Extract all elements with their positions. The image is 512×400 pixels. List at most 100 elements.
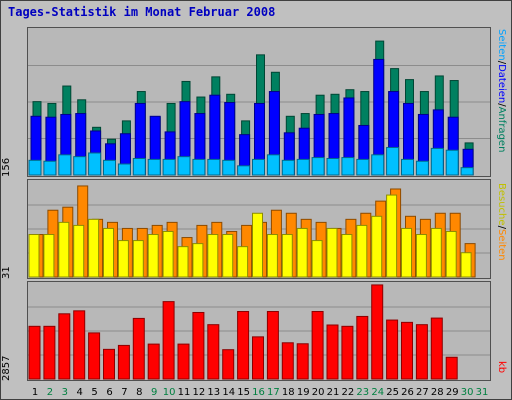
bar-middle-besuche-day-3 bbox=[58, 221, 70, 278]
day-label-15: 15 bbox=[237, 387, 250, 398]
bar-top-seiten-day-26 bbox=[401, 158, 414, 176]
bar-top-seiten-day-1 bbox=[28, 159, 42, 176]
day-label-14: 14 bbox=[222, 387, 235, 398]
bar-top-seiten-day-9 bbox=[147, 158, 161, 176]
bar-top-seiten-day-16 bbox=[252, 158, 265, 176]
bar-bottom-kb-day-26 bbox=[401, 321, 413, 380]
bar-middle-besuche-day-15 bbox=[237, 246, 249, 278]
bar-top-seiten-day-13 bbox=[207, 158, 221, 176]
bar-middle-besuche-day-30 bbox=[460, 252, 472, 278]
bar-middle-besuche-day-16 bbox=[252, 212, 263, 278]
bar-top-seiten-day-14 bbox=[222, 159, 236, 176]
bar-middle-besuche-day-11 bbox=[177, 246, 189, 278]
bar-bottom-kb-day-16 bbox=[252, 336, 264, 380]
day-label-19: 19 bbox=[297, 387, 310, 398]
bar-middle-besuche-day-25 bbox=[386, 194, 398, 278]
bar-bottom-kb-day-22 bbox=[341, 325, 354, 380]
bar-bottom-kb-day-27 bbox=[415, 324, 428, 380]
bar-top-seiten-day-18 bbox=[281, 159, 295, 176]
day-label-6: 6 bbox=[106, 387, 112, 398]
day-label-20: 20 bbox=[312, 387, 325, 398]
bar-middle-besuche-day-7 bbox=[117, 240, 129, 278]
day-label-27: 27 bbox=[416, 387, 429, 398]
legend-middle: Besuche/Seiten bbox=[496, 183, 507, 261]
bar-bottom-kb-day-3 bbox=[58, 313, 71, 380]
bar-top-seiten-day-19 bbox=[296, 158, 310, 176]
day-label-9: 9 bbox=[151, 387, 157, 398]
day-label-24: 24 bbox=[371, 387, 384, 398]
bar-middle-besuche-day-28 bbox=[430, 227, 442, 278]
bar-bottom-kb-day-2 bbox=[43, 325, 56, 380]
legend-anfragen: Anfragen bbox=[496, 106, 507, 153]
bar-bottom-kb-day-9 bbox=[147, 343, 160, 380]
bar-bottom-kb-day-1 bbox=[28, 325, 41, 380]
bar-bottom-kb-day-21 bbox=[326, 324, 339, 380]
bar-bottom-kb-day-14 bbox=[222, 349, 235, 380]
bar-bottom-kb-day-13 bbox=[207, 324, 220, 380]
bar-top-seiten-day-23 bbox=[356, 158, 370, 176]
day-label-2: 2 bbox=[47, 387, 53, 398]
bar-top-seiten-day-25 bbox=[386, 146, 400, 176]
day-label-31: 31 bbox=[476, 387, 489, 398]
day-label-7: 7 bbox=[121, 387, 127, 398]
legend-dateien: Dateien bbox=[496, 64, 507, 104]
bar-middle-besuche-day-10 bbox=[162, 230, 174, 278]
legend-seiten: Seiten bbox=[496, 29, 507, 61]
bar-middle-besuche-day-4 bbox=[73, 224, 85, 278]
bar-bottom-kb-day-11 bbox=[177, 343, 190, 380]
day-label-22: 22 bbox=[342, 387, 355, 398]
bar-bottom-kb-day-12 bbox=[192, 311, 205, 380]
bar-top-seiten-day-30 bbox=[460, 167, 474, 176]
day-label-21: 21 bbox=[327, 387, 340, 398]
bar-top-seiten-day-17 bbox=[266, 154, 280, 176]
bar-bottom-kb-day-17 bbox=[266, 310, 279, 380]
bar-bottom-kb-day-19 bbox=[296, 343, 309, 380]
bar-bottom-kb-day-25 bbox=[386, 319, 399, 380]
bar-top-seiten-day-10 bbox=[162, 158, 176, 176]
bar-middle-besuche-day-21 bbox=[326, 227, 338, 278]
legend-seiten-mid: Seiten bbox=[496, 228, 507, 261]
legend-kb: kb bbox=[496, 361, 507, 374]
bar-bottom-kb-day-20 bbox=[311, 310, 324, 380]
bar-middle-besuche-day-13 bbox=[207, 234, 219, 278]
bar-bottom-kb-day-8 bbox=[132, 317, 145, 380]
bar-middle-besuche-day-23 bbox=[356, 224, 368, 278]
day-label-1: 1 bbox=[32, 387, 38, 398]
bar-top-seiten-day-6 bbox=[103, 159, 116, 176]
legend-top: Seiten/Dateien/Anfragen bbox=[496, 29, 507, 152]
bar-middle-besuche-day-29 bbox=[445, 230, 457, 278]
day-label-8: 8 bbox=[136, 387, 142, 398]
bar-top-seiten-day-29 bbox=[445, 149, 459, 176]
bar-middle-besuche-day-8 bbox=[132, 240, 144, 278]
day-label-13: 13 bbox=[207, 387, 220, 398]
legend-sep: / bbox=[496, 103, 507, 107]
day-label-30: 30 bbox=[461, 387, 474, 398]
bar-top-seiten-day-4 bbox=[73, 156, 87, 176]
bar-middle-besuche-day-17 bbox=[266, 234, 278, 278]
bar-middle-besuche-day-22 bbox=[341, 234, 353, 278]
bar-top-seiten-day-5 bbox=[88, 152, 102, 176]
bar-top-seiten-day-21 bbox=[326, 157, 340, 176]
legend-bottom: kb bbox=[496, 361, 507, 373]
day-label-29: 29 bbox=[446, 387, 459, 398]
bar-top-seiten-day-15 bbox=[237, 165, 251, 176]
chart-title: Tages-Statistik im Monat Februar 2008 bbox=[8, 5, 276, 19]
day-label-26: 26 bbox=[401, 387, 414, 398]
day-label-17: 17 bbox=[267, 387, 280, 398]
day-label-10: 10 bbox=[163, 387, 176, 398]
bar-middle-besuche-day-18 bbox=[281, 234, 293, 278]
bar-bottom-kb-day-29 bbox=[445, 356, 458, 380]
day-label-25: 25 bbox=[386, 387, 399, 398]
bar-bottom-kb-day-5 bbox=[88, 332, 101, 380]
day-label-16: 16 bbox=[252, 387, 265, 398]
bar-middle-besuche-day-6 bbox=[103, 227, 114, 278]
day-label-18: 18 bbox=[282, 387, 295, 398]
bar-top-seiten-day-2 bbox=[43, 160, 57, 176]
bar-middle-besuche-day-9 bbox=[147, 234, 159, 278]
bar-middle-besuche-day-26 bbox=[401, 227, 412, 278]
bar-middle-besuche-day-19 bbox=[296, 227, 308, 278]
bar-top-seiten-day-27 bbox=[415, 160, 429, 176]
bar-top-seiten-day-11 bbox=[177, 156, 191, 176]
